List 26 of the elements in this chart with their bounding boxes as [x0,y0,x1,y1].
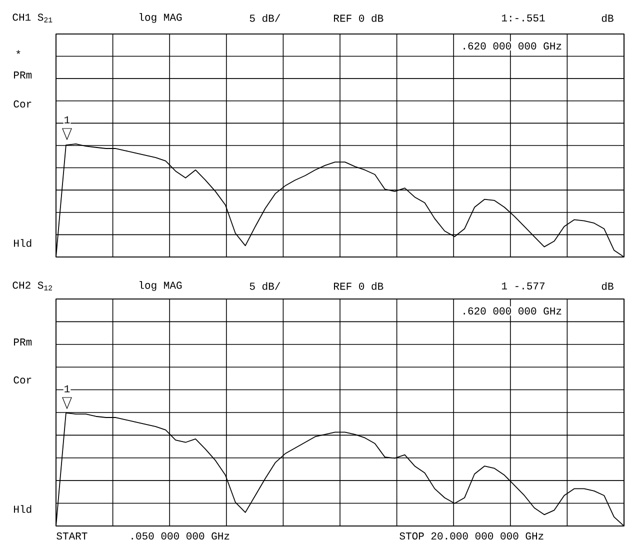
text: Hld [14,239,32,247]
text: Hld [14,505,32,513]
chart-title: CH1 S$_{21}$ [12,14,52,22]
text: log MAG [140,13,182,23]
text: log MAG [140,281,182,291]
text: START [56,532,88,540]
text: 5 dB/ [250,14,280,22]
text: PRm [14,338,32,346]
text: .620 000 000 GHz [464,42,562,50]
chart-title: CH2 S$_{12}$ [12,282,52,290]
text: 1:-.551 [502,14,545,22]
text: 1 [64,116,70,124]
text: .620 000 000 GHz [464,307,562,315]
text: REF 0 dB [334,282,384,290]
text: .050 000 000 GHz [132,532,230,540]
text: Cor [14,100,32,108]
text: dB [602,282,614,290]
text: 5 dB/ [250,282,280,290]
text: 1 [64,385,70,392]
text: * [16,50,20,54]
text: REF 0 dB [334,14,384,22]
text: PRm [14,72,32,78]
text: 1 -.577 [502,282,544,290]
text: dB [602,14,614,22]
text: Cor [14,376,32,384]
text: STOP 20.000 000 000 GHz [400,532,544,540]
